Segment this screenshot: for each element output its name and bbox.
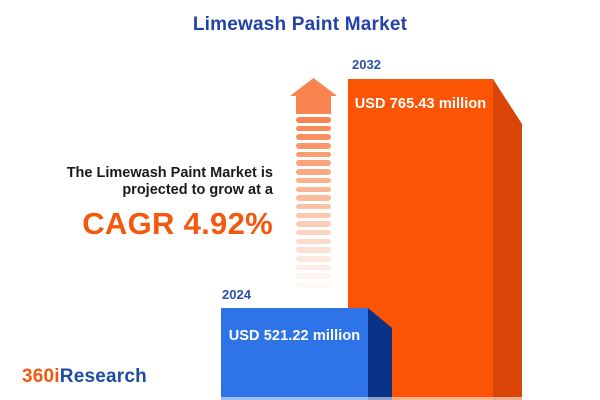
bar-2024-value-label: USD 521.22 million: [228, 328, 361, 344]
bar-2024: USD 521.22 million: [221, 308, 368, 400]
logo-part-360i: 360i: [22, 366, 60, 387]
bottom-edge-strip: [0, 397, 600, 400]
growth-arrow-icon: [290, 78, 337, 288]
page-title: Limewash Paint Market: [192, 14, 408, 35]
logo-part-research: Research: [59, 366, 147, 387]
annotation-line-2: projected to grow at a: [122, 182, 273, 198]
cagr-value: CAGR 4.92%: [82, 206, 273, 241]
growth-arrow-shaft: [296, 117, 331, 291]
annotation-line-1: The Limewash Paint Market is: [66, 165, 273, 181]
bar-2032-side: [493, 79, 522, 400]
year-label-2032: 2032: [352, 57, 381, 72]
growth-annotation: The Limewash Paint Market is projected t…: [67, 165, 273, 242]
growth-arrow-head-icon: [290, 78, 337, 114]
logo-360iresearch: 360iResearch: [22, 366, 147, 388]
year-label-2024: 2024: [222, 287, 251, 302]
bar-2032-value-label: USD 765.43 million: [354, 96, 487, 112]
